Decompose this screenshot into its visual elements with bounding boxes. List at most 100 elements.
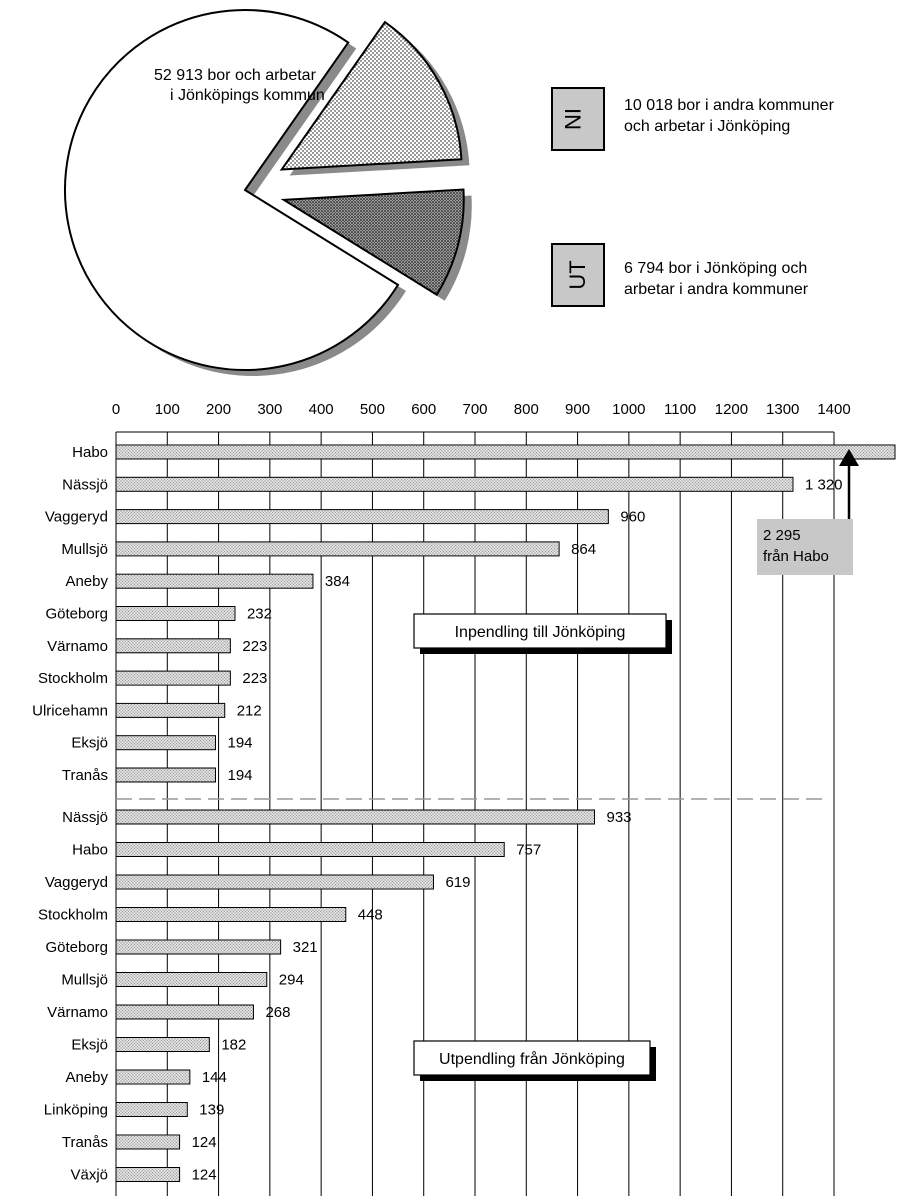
bar (115, 972, 268, 987)
bar-value-label: 933 (606, 809, 631, 826)
pie-chart: 52 913 bor och arbetar i Jönköpings komm… (64, 9, 835, 377)
category-label: Stockholm (38, 670, 108, 687)
bar-value-label: 384 (325, 573, 350, 590)
category-label: Habo (72, 444, 108, 461)
x-tick-label: 200 (206, 401, 231, 418)
bar (115, 842, 505, 857)
bar-value-label: 124 (192, 1134, 217, 1151)
category-label: Nässjö (62, 476, 108, 493)
bar-value-label: 194 (227, 767, 252, 784)
in-title-box (413, 613, 667, 649)
x-tick-label: 1300 (766, 401, 799, 418)
ut-label-line1: 6 794 bor i Jönköping och (624, 260, 807, 277)
bar (115, 444, 896, 460)
bar-value-label: 223 (242, 670, 267, 687)
x-tick-label: 900 (565, 401, 590, 418)
category-label: Tranås (62, 1134, 108, 1151)
bar (115, 1037, 210, 1052)
category-label: Nässjö (62, 809, 108, 826)
bar-value-label: 864 (571, 541, 596, 558)
category-label: Eksjö (71, 1037, 108, 1054)
bar-chart: 0 100 200 300 400 500 600 700 800 900 1000 1100 1200… (32, 401, 896, 1196)
category-label: Mullsjö (61, 541, 108, 558)
bar (115, 638, 231, 654)
in-label-line2: och arbetar i Jönköping (624, 118, 790, 135)
x-tick-label: 1400 (817, 401, 850, 418)
bar-value-label: 619 (445, 874, 470, 891)
category-label: Eksjö (71, 735, 108, 752)
in-badge-text: IN (560, 108, 585, 130)
bar-value-label: 144 (202, 1069, 227, 1086)
bar (115, 476, 794, 492)
bar-value-label: 124 (192, 1167, 217, 1184)
habo-callout-line1: 2 295 (763, 527, 801, 544)
category-label: Mullsjö (61, 972, 108, 989)
category-label: Stockholm (38, 907, 108, 924)
category-label: Växjö (70, 1167, 108, 1184)
in-label-line1: 10 018 bor i andra kommuner (624, 97, 835, 114)
category-label: Habo (72, 842, 108, 859)
category-label: Ulricehamn (32, 702, 108, 719)
bar (115, 874, 434, 890)
category-label: Aneby (65, 1069, 108, 1086)
bar (115, 1102, 188, 1117)
category-label: Vaggeryd (45, 874, 108, 891)
bar (115, 1069, 191, 1085)
ut-title-text: Utpendling från Jönköping (439, 1050, 625, 1068)
x-tick-label: 100 (155, 401, 180, 418)
ut-badge-text: UT (565, 260, 590, 289)
bar (115, 939, 282, 955)
in-title-text: Inpendling till Jönköping (455, 624, 626, 641)
bar (115, 541, 560, 557)
x-tick-label: 500 (360, 401, 385, 418)
bar (115, 1167, 181, 1182)
category-label: Aneby (65, 573, 108, 590)
bar (115, 1134, 181, 1150)
x-tick-label: 0 (112, 401, 120, 418)
category-label: Värnamo (47, 1004, 108, 1021)
habo-callout-line2: från Habo (763, 548, 829, 565)
bar-value-label: 757 (516, 842, 541, 859)
category-label: Vaggeryd (45, 509, 108, 526)
x-tick-label: 400 (309, 401, 334, 418)
bar-value-label: 1 320 (805, 476, 843, 493)
bar-value-label: 268 (265, 1004, 290, 1021)
pie-main-label-line2: i Jönköpings kommun (170, 87, 325, 104)
pie-slice-local-workers (64, 9, 400, 371)
x-tick-label: 600 (411, 401, 436, 418)
x-tick-label: 700 (462, 401, 487, 418)
pie-slice-out-commuters (280, 188, 465, 297)
bar-value-label: 321 (293, 939, 318, 956)
x-tick-label: 1200 (715, 401, 748, 418)
bar (115, 606, 236, 621)
bar-value-label: 232 (247, 606, 272, 623)
x-tick-label: 1000 (612, 401, 645, 418)
pie-slice-in-commuters (279, 20, 463, 171)
bar (115, 809, 595, 825)
bar-value-label: 294 (279, 972, 304, 989)
habo-callout-arrowhead (839, 449, 859, 466)
category-label: Göteborg (45, 606, 108, 623)
category-label: Göteborg (45, 939, 108, 956)
x-tick-label: 800 (514, 401, 539, 418)
bar (115, 735, 216, 751)
bar-value-label: 139 (199, 1102, 224, 1119)
category-label: Tranås (62, 767, 108, 784)
pie-main-label-line1: 52 913 bor och arbetar (154, 67, 317, 84)
bar (115, 767, 216, 783)
x-tick-label: 1100 (664, 401, 696, 418)
ut-title-box (413, 1040, 651, 1076)
ut-label-line2: arbetar i andra kommuner (624, 281, 809, 298)
bar (115, 573, 314, 589)
bar (115, 702, 226, 718)
bar-value-label: 182 (221, 1037, 246, 1054)
ut-badge (551, 243, 605, 307)
x-axis-ticks: 0 100 200 300 400 500 600 700 800 900 1000 1100 1200… (112, 401, 851, 433)
bars: Habo Nässjö 1 320 Vaggeryd 960 Mullsjö 864 Aneb… (32, 444, 896, 1184)
bar-value-label: 448 (358, 907, 383, 924)
category-label: Värnamo (47, 638, 108, 655)
habo-callout-box (757, 519, 853, 575)
bar-value-label: 212 (237, 702, 262, 719)
bar-value-label: 223 (242, 638, 267, 655)
